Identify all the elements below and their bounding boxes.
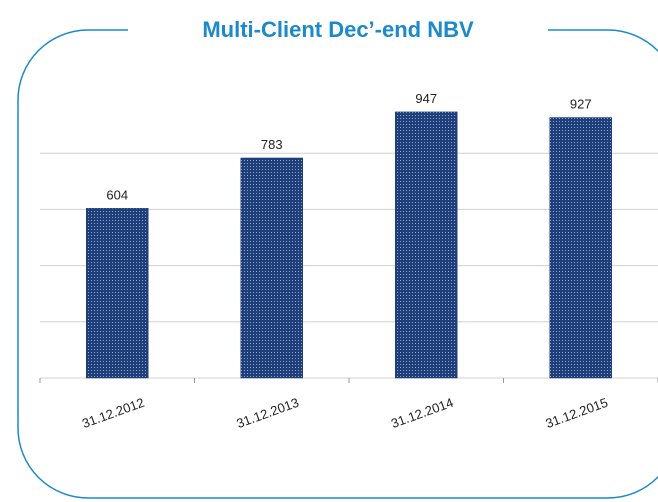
title-gap (128, 18, 548, 44)
bar (395, 111, 458, 379)
x-tick-label: 31.12.2012 (80, 395, 146, 431)
x-tick-label: 31.12.2013 (234, 395, 300, 431)
data-label: 783 (261, 137, 283, 152)
bar (549, 117, 612, 379)
data-label: 947 (415, 91, 437, 106)
bar (86, 208, 149, 379)
chart-title: Multi-Client Dec’-end NBV (202, 17, 474, 42)
data-label: 927 (570, 97, 592, 112)
x-tick-label: 31.12.2015 (543, 395, 609, 431)
x-tick-label: 31.12.2014 (389, 395, 455, 431)
data-label: 604 (106, 187, 128, 202)
bar (240, 157, 303, 379)
